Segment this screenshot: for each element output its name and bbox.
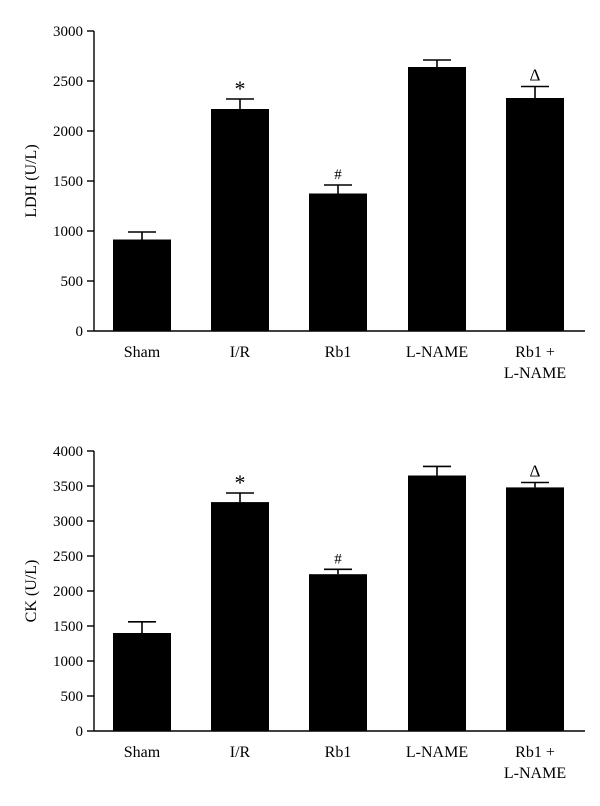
ck-y-tick-label: 0 (76, 724, 84, 740)
ldh-category-label: Rb1 (325, 344, 352, 361)
ldh-bar (113, 239, 171, 331)
ldh-significance-marker: * (235, 76, 246, 101)
ck-bar (211, 502, 269, 731)
ck-y-tick-label: 1000 (53, 654, 83, 670)
ck-chart: 0 500 1000 1500 2000 2500 3000 3500 4000 CK (U/L)… (23, 444, 585, 782)
ck-bar (506, 487, 564, 731)
ck-category-label: I/R (230, 744, 251, 761)
ck-y-tick-label: 2500 (53, 549, 83, 565)
ldh-y-tick-label: 2500 (53, 74, 83, 90)
ck-y-tick-label: 3500 (53, 479, 83, 495)
ldh-bar (309, 193, 367, 331)
ldh-y-axis-label: LDH (U/L) (23, 144, 40, 217)
ck-y-tick-label: 4000 (53, 444, 83, 460)
ck-bar (408, 475, 466, 731)
ldh-category-label: L-NAME (504, 365, 566, 382)
ck-y-tick-label: 2000 (53, 584, 83, 600)
ldh-y-tick-label: 0 (76, 324, 84, 340)
ck-y-tick-label: 1500 (53, 619, 83, 635)
ck-category-label: Rb1 + (515, 744, 555, 761)
ldh-category-label: Rb1 + (515, 344, 555, 361)
ldh-chart: 0 500 1000 1500 2000 2500 3000 LDH (U/L) Sham * I/… (23, 24, 585, 382)
ldh-bar (408, 67, 466, 331)
ldh-significance-marker: # (334, 167, 342, 183)
ldh-y-tick-label: 3000 (53, 24, 83, 40)
ldh-significance-marker: Δ (530, 66, 541, 85)
ck-y-tick-label: 500 (61, 689, 84, 705)
ldh-category-label: Sham (124, 344, 161, 361)
ck-category-label: L-NAME (504, 765, 566, 782)
ldh-category-label: L-NAME (406, 344, 468, 361)
ck-category-label: Rb1 (325, 744, 352, 761)
ck-category-label: L-NAME (406, 744, 468, 761)
ck-significance-marker: # (334, 551, 342, 567)
ldh-y-tick-label: 1500 (53, 174, 83, 190)
ldh-bar (506, 98, 564, 331)
ck-significance-marker: Δ (530, 462, 541, 481)
ck-significance-marker: * (235, 470, 246, 495)
ck-y-tick-label: 3000 (53, 514, 83, 530)
ldh-y-tick-label: 1000 (53, 224, 83, 240)
ldh-category-label: I/R (230, 344, 251, 361)
ck-category-label: Sham (124, 744, 161, 761)
ck-bar (113, 633, 171, 731)
ck-bar (309, 574, 367, 731)
ldh-y-tick-label: 2000 (53, 124, 83, 140)
ldh-y-tick-label: 500 (61, 274, 84, 290)
ldh-bar (211, 109, 269, 331)
ck-y-axis-label: CK (U/L) (23, 560, 40, 623)
